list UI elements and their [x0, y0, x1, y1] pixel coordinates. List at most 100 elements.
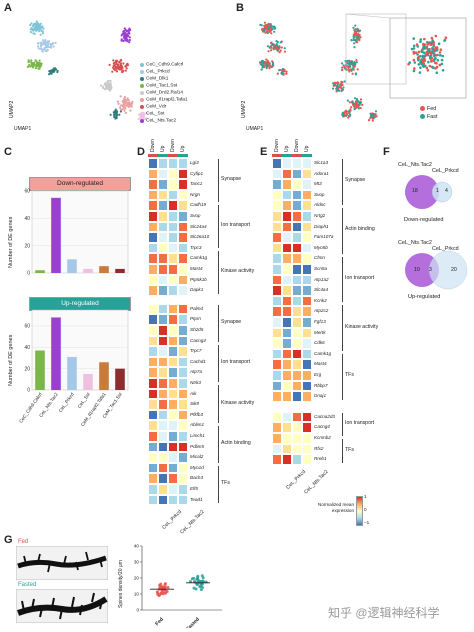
heatmap-condition-bar	[178, 154, 188, 157]
venn-down-count-a: 18	[412, 188, 418, 194]
umap-a-point	[114, 69, 117, 72]
heatmap-gene-label: Sik9	[190, 401, 199, 407]
heatmap-gene-label: Cyfip1	[190, 170, 204, 176]
heatmap-cell	[158, 264, 168, 275]
umap-b-point	[283, 50, 286, 53]
umap-b-point	[351, 72, 354, 75]
heatmap-gene-label: Ntrk3	[190, 380, 201, 385]
heatmap-gene-label: Lgi3	[190, 160, 199, 165]
venn-down-count-b: 4	[445, 188, 448, 194]
heatmap-cell	[178, 452, 188, 463]
umap-b-zoom-point	[441, 69, 445, 72]
heatmap-cell	[178, 484, 188, 495]
heatmap-category-label: Kinase activity	[221, 267, 255, 274]
legend-swatch	[140, 76, 144, 81]
heatmap-cell	[302, 443, 312, 455]
umap-b-point	[354, 39, 357, 42]
heatmap-cell	[272, 168, 282, 180]
heatmap-e-xlabel: CeL_Prkcd	[285, 468, 307, 491]
umap-a-point	[126, 98, 129, 101]
heatmap-cell	[292, 211, 302, 222]
umap-a-legend-item: CeM_Vdr	[140, 98, 166, 109]
heatmap-cell	[282, 411, 292, 423]
heatmap-cell	[272, 359, 282, 370]
umap-b-point	[354, 24, 357, 27]
heatmap-cell	[178, 253, 188, 264]
umap-a-point	[114, 108, 117, 111]
umap-b-point	[355, 59, 358, 62]
heatmap-col-header: Down	[294, 139, 300, 152]
heatmap-cell	[158, 484, 168, 495]
spine-density-scatter: 0 10 20 30 40 Fed Fasted	[134, 544, 222, 628]
heatmap-cell	[158, 303, 168, 315]
heatmap-gene-label: Kcnmb2	[314, 435, 331, 440]
panel-label-a: A	[4, 2, 12, 14]
umap-b-point	[352, 26, 355, 29]
umap-a-point	[126, 62, 129, 65]
heatmap-cell	[148, 285, 158, 296]
bar-ytick-label: 0	[27, 271, 30, 277]
heatmap-cell	[292, 221, 302, 233]
heatmap-cell	[282, 179, 292, 190]
heatmap-cell	[168, 431, 178, 442]
heatmap-cell	[158, 179, 168, 190]
umap-b-zoom-point	[434, 46, 437, 49]
heatmap-cell	[292, 253, 302, 264]
umap-b-point	[348, 70, 351, 73]
bar-ytick-label: 20	[24, 243, 30, 249]
umap-a-point	[128, 36, 131, 39]
heatmap-cell	[282, 211, 292, 222]
heatmap-condition-bar	[148, 154, 158, 157]
heatmap-cell	[292, 285, 302, 296]
heatmap-cell	[178, 189, 188, 201]
legend-label: CeL_Sst	[146, 111, 165, 117]
heatmap-cell	[292, 422, 302, 433]
bar-CeM_Tac1.Sst	[115, 268, 125, 273]
heatmap-cell	[272, 295, 282, 307]
umap-a-point	[130, 104, 133, 107]
umap-a-point	[125, 104, 128, 107]
umap-b-zoom-point	[429, 43, 433, 46]
umap-b-zoom-point	[444, 36, 448, 39]
umap-a-point	[35, 22, 38, 25]
heatmap-gene-label: Mt3	[314, 181, 322, 187]
heatmap-category-bracket	[342, 354, 343, 400]
heatmap-gene-label: Cacna2d3	[314, 413, 335, 419]
umap-b-point	[356, 27, 359, 30]
umap-a-legend-item: CeM_Drd2.Ral14	[140, 84, 183, 95]
heatmap-cell	[272, 306, 282, 317]
expression-colorbar	[356, 496, 363, 526]
heatmap-cell	[282, 242, 292, 254]
heatmap-cell	[168, 274, 178, 286]
umap-a-point	[109, 89, 112, 92]
heatmap-cell	[272, 391, 282, 402]
umap-b-zoom-point	[431, 39, 434, 42]
heatmap-cell	[178, 264, 188, 275]
umap-b-zoom-point	[436, 59, 440, 62]
umap-a-point	[116, 100, 119, 103]
umap-b-point	[343, 67, 346, 70]
heatmap-cell	[178, 168, 188, 180]
umap-a-point	[37, 45, 40, 48]
umap-a-point	[52, 45, 55, 48]
umap-b-zoom-point	[435, 71, 439, 74]
umap-b-point	[358, 103, 361, 107]
umap-b-zoom-point	[423, 59, 427, 62]
heatmap-cell	[178, 346, 188, 357]
heatmap-cell	[272, 253, 282, 264]
heatmap-cell	[272, 221, 282, 233]
umap-a-point	[34, 59, 37, 62]
umap-b-point	[353, 97, 357, 100]
umap-b-point	[352, 36, 355, 40]
umap-b-point	[280, 46, 283, 49]
heatmap-cell	[148, 232, 158, 243]
venn-down-count-ab: 1	[436, 188, 439, 194]
heatmap-category-bracket	[342, 207, 343, 254]
umap-a-point	[50, 46, 53, 49]
heatmap-cell	[282, 370, 292, 381]
heatmap-cell	[302, 370, 312, 381]
umap-a-point	[124, 101, 127, 104]
heatmap-col-header: Down	[150, 139, 156, 152]
heatmap-cell	[178, 242, 188, 254]
